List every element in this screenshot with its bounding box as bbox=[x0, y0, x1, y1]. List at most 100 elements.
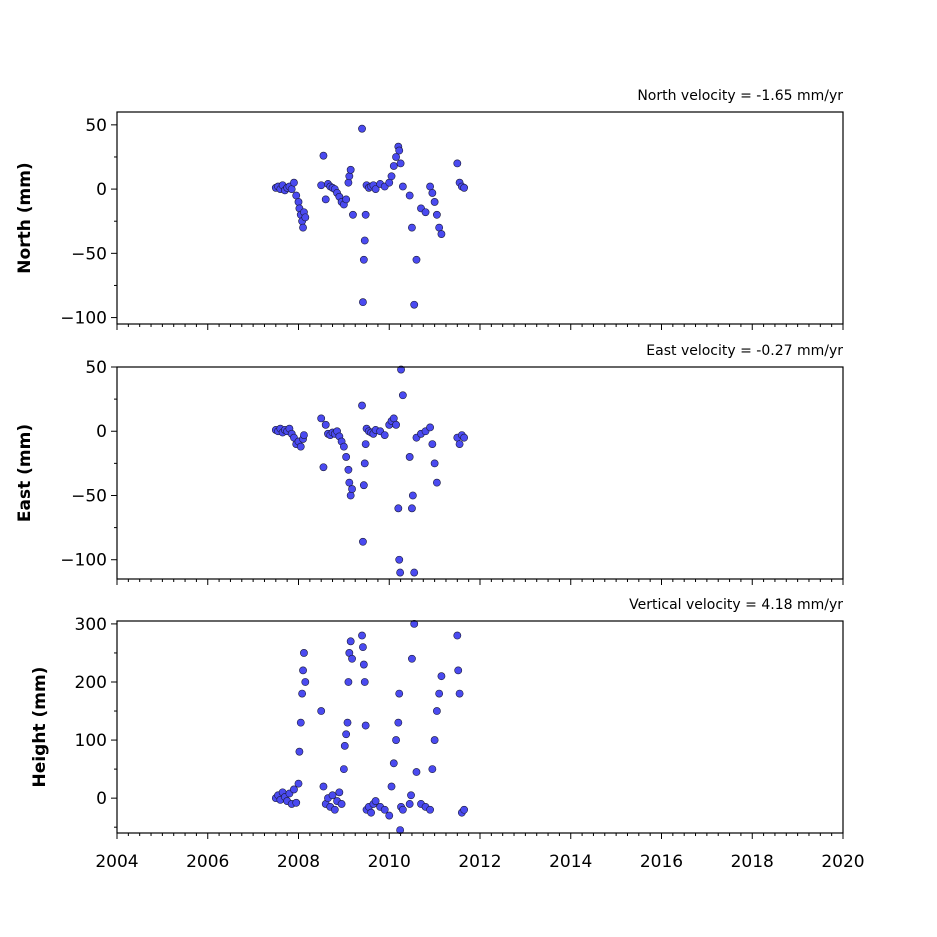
data-point bbox=[319, 463, 328, 472]
data-point bbox=[361, 721, 370, 730]
points-north bbox=[271, 124, 469, 309]
xticks-east bbox=[116, 579, 844, 585]
data-point bbox=[359, 660, 368, 669]
data-point bbox=[328, 791, 337, 800]
ytick-label: 50 bbox=[85, 116, 107, 136]
data-point bbox=[405, 800, 414, 808]
data-point bbox=[460, 433, 469, 442]
xtick-label: 2018 bbox=[731, 852, 774, 872]
data-point bbox=[398, 182, 407, 191]
data-point bbox=[408, 223, 416, 232]
data-point bbox=[319, 782, 328, 791]
data-point bbox=[340, 741, 349, 750]
data-point bbox=[337, 800, 346, 808]
data-point bbox=[454, 666, 463, 675]
data-point bbox=[432, 478, 441, 487]
data-point bbox=[346, 637, 355, 646]
xtick-label: 2010 bbox=[368, 852, 411, 872]
data-point bbox=[301, 213, 310, 222]
data-point bbox=[387, 172, 396, 181]
data-point bbox=[428, 440, 437, 448]
data-point bbox=[408, 504, 416, 513]
yticks-height: 0 100 200 300 bbox=[75, 615, 117, 828]
ytick-label: 300 bbox=[75, 615, 107, 635]
data-point bbox=[359, 537, 367, 546]
data-point bbox=[342, 453, 351, 461]
data-point bbox=[392, 736, 400, 744]
data-point bbox=[392, 420, 400, 429]
data-point bbox=[405, 191, 414, 200]
data-point bbox=[346, 491, 355, 500]
data-point bbox=[387, 782, 396, 791]
panel-title-height: Vertical velocity = 4.18 mm/yr bbox=[629, 597, 843, 613]
data-point bbox=[385, 811, 394, 820]
data-point bbox=[426, 805, 434, 814]
data-point bbox=[437, 230, 446, 238]
data-point bbox=[342, 730, 351, 739]
data-point bbox=[367, 808, 375, 817]
data-point bbox=[460, 183, 469, 192]
data-point bbox=[301, 678, 310, 686]
axes-frame-height bbox=[116, 620, 844, 834]
data-point bbox=[292, 798, 301, 807]
data-point bbox=[371, 797, 380, 805]
data-point bbox=[348, 485, 356, 493]
data-point bbox=[361, 440, 370, 448]
data-point bbox=[455, 440, 464, 448]
data-point bbox=[389, 162, 398, 170]
data-point bbox=[317, 414, 326, 423]
data-point bbox=[330, 805, 339, 814]
data-point bbox=[319, 151, 328, 160]
data-point bbox=[397, 365, 405, 374]
data-point bbox=[407, 791, 415, 800]
data-point bbox=[344, 178, 353, 187]
data-point bbox=[453, 631, 462, 640]
data-point bbox=[380, 805, 389, 814]
data-point bbox=[358, 631, 366, 640]
data-point bbox=[430, 736, 439, 744]
data-point bbox=[392, 153, 400, 161]
axes-frame-north bbox=[116, 111, 844, 325]
xtick-label: 2004 bbox=[95, 852, 138, 872]
data-point bbox=[395, 555, 404, 564]
data-point bbox=[359, 643, 367, 652]
data-point bbox=[290, 178, 298, 187]
xtick-label: 2016 bbox=[640, 852, 683, 872]
ylabel-height: Height (mm) bbox=[30, 667, 50, 788]
data-point bbox=[426, 423, 434, 432]
data-point bbox=[295, 747, 304, 756]
data-point bbox=[360, 459, 369, 468]
data-point bbox=[385, 178, 394, 187]
data-point bbox=[408, 491, 417, 500]
data-point bbox=[460, 805, 469, 814]
data-point bbox=[396, 568, 405, 577]
axes-frame-east bbox=[116, 366, 844, 580]
data-point bbox=[412, 255, 421, 264]
data-point bbox=[358, 124, 366, 133]
points-height bbox=[271, 620, 469, 834]
data-point bbox=[358, 401, 366, 410]
data-point bbox=[346, 165, 355, 174]
data-point bbox=[359, 255, 368, 264]
data-point bbox=[453, 159, 462, 168]
data-point bbox=[360, 678, 369, 686]
data-point bbox=[394, 718, 403, 727]
ylabel-east: East (mm) bbox=[15, 424, 35, 522]
data-point bbox=[361, 210, 370, 219]
data-point bbox=[430, 459, 439, 468]
data-point bbox=[335, 788, 344, 797]
xticks-north bbox=[116, 324, 844, 330]
ytick-label: 0 bbox=[96, 180, 107, 200]
data-point bbox=[343, 718, 352, 727]
ytick-label: 100 bbox=[75, 731, 107, 751]
data-point bbox=[435, 223, 444, 232]
data-point bbox=[359, 298, 367, 307]
panel-title-north: North velocity = -1.65 mm/yr bbox=[637, 88, 843, 104]
xtick-label: 2014 bbox=[549, 852, 592, 872]
ylabel-north: North (mm) bbox=[15, 162, 35, 273]
data-point bbox=[321, 195, 330, 204]
data-point bbox=[348, 654, 356, 663]
data-point bbox=[294, 198, 303, 206]
data-point bbox=[342, 195, 351, 204]
